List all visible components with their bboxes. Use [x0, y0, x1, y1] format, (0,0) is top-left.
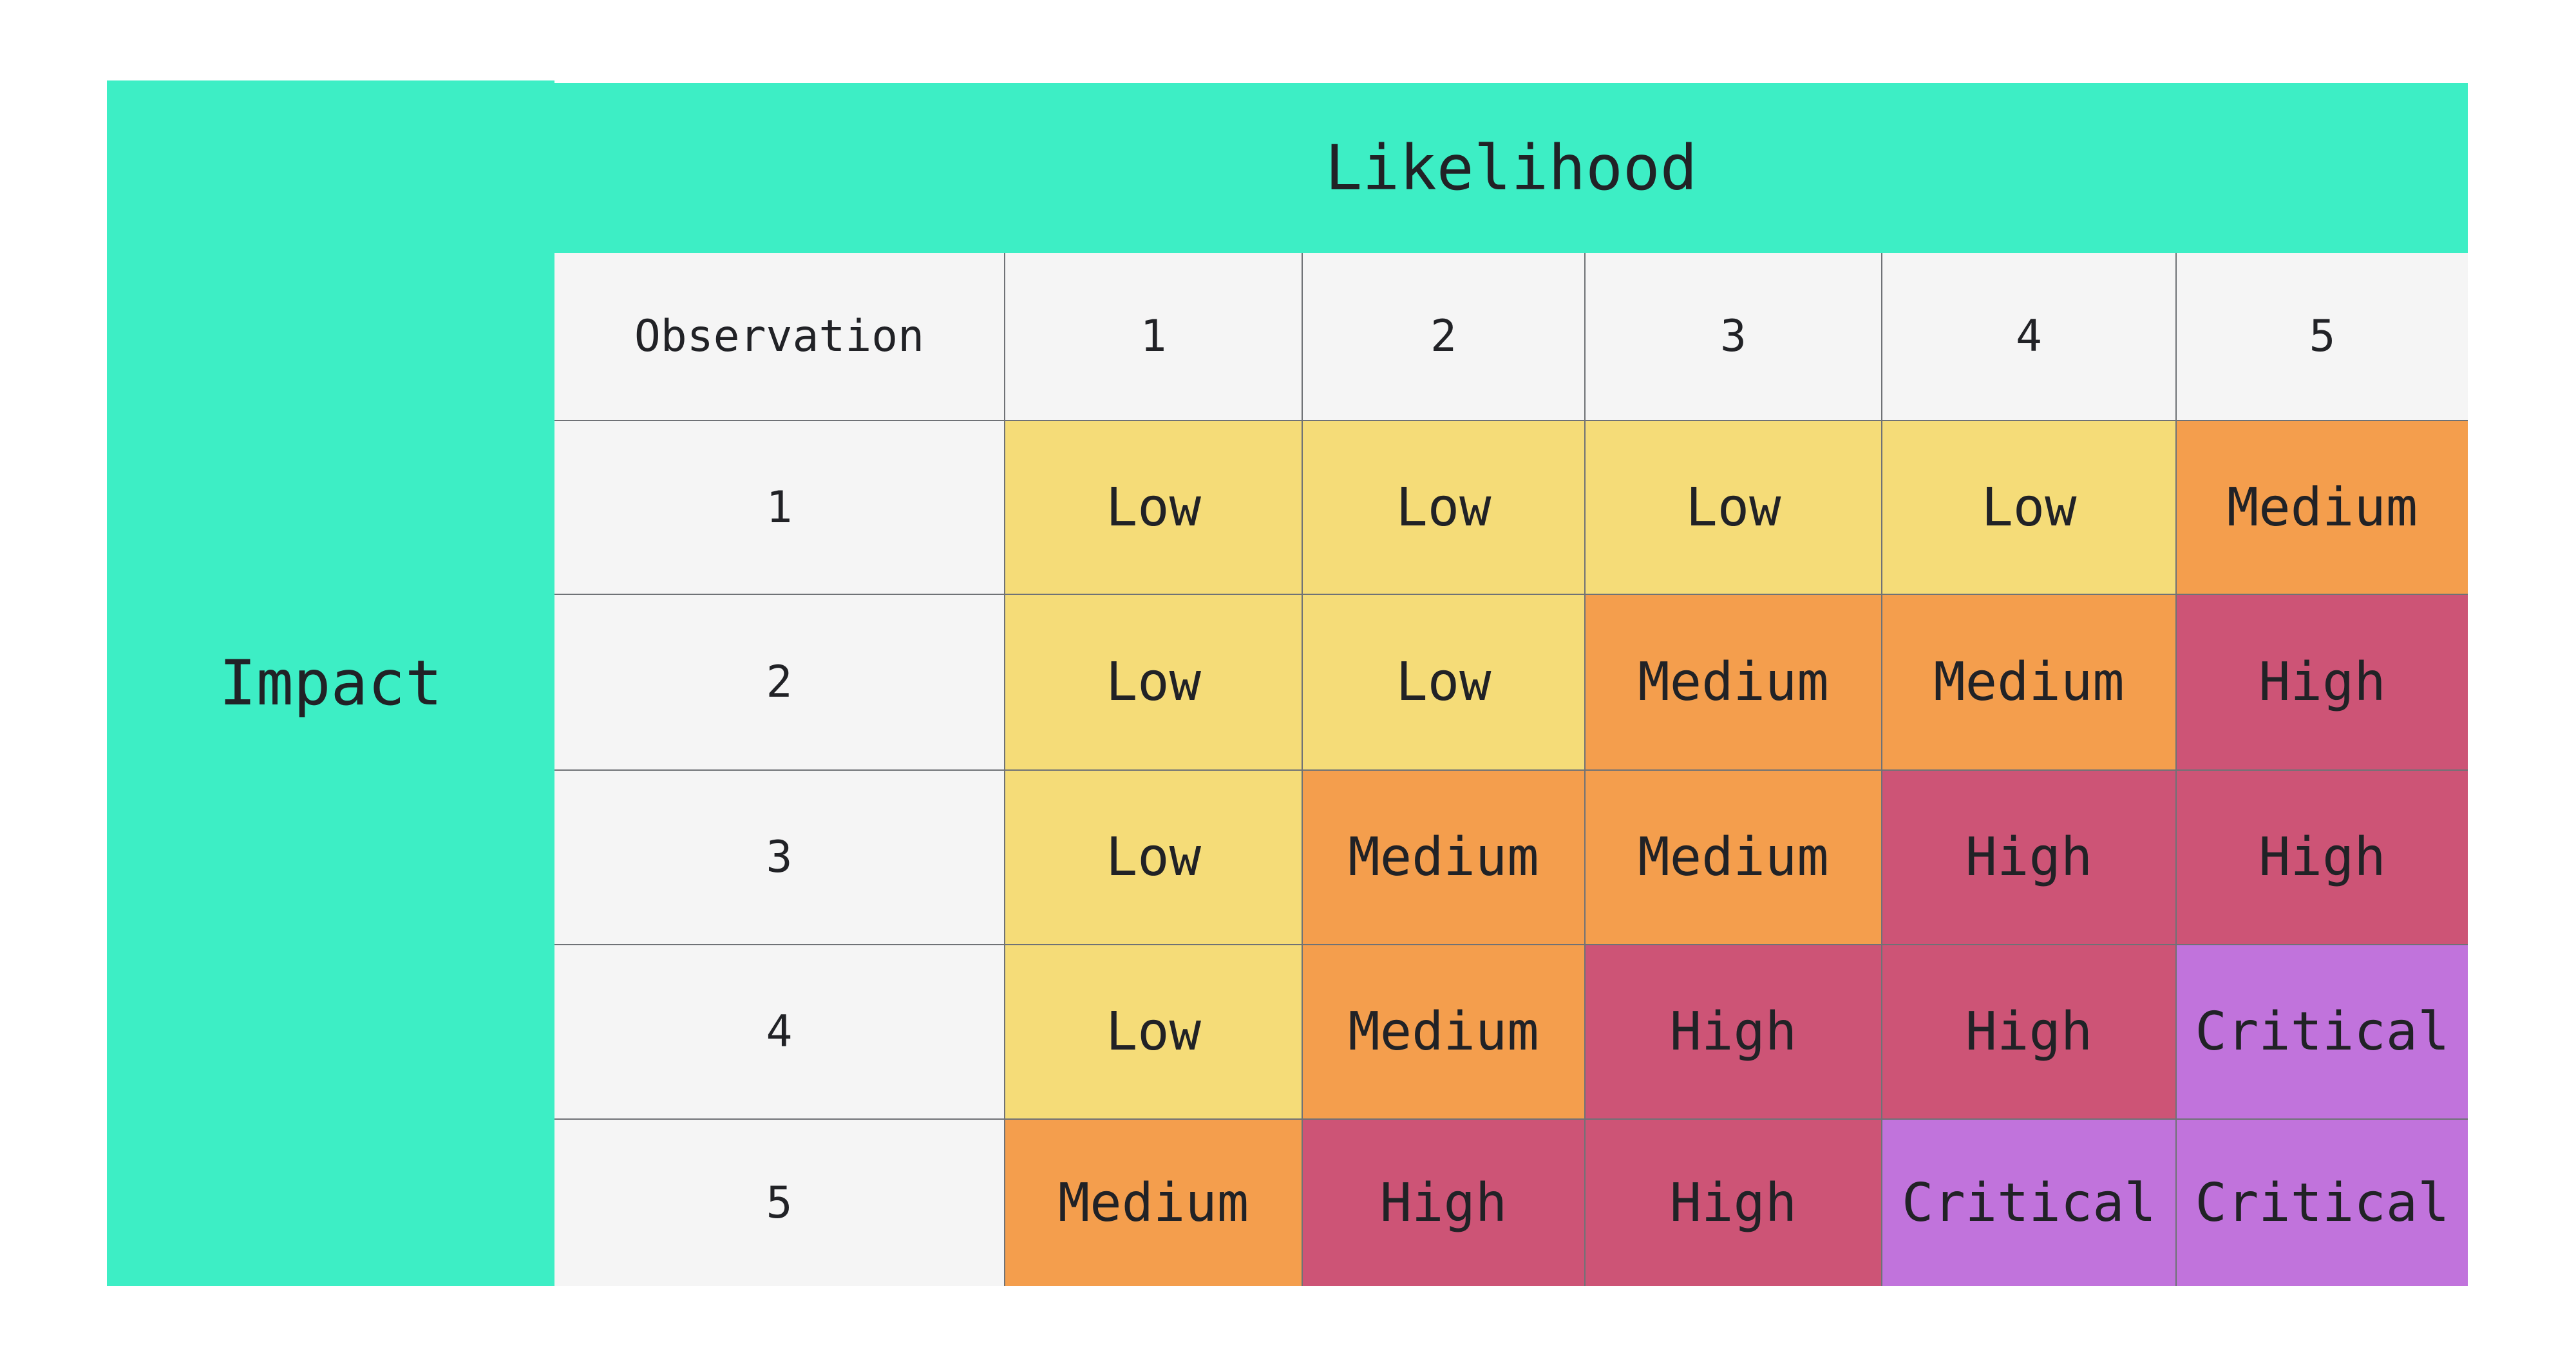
- risk-cell-low: Low: [1005, 771, 1303, 945]
- risk-cell-low: Low: [1586, 421, 1882, 595]
- impact-level-label: 5: [554, 1120, 1005, 1286]
- impact-axis-label: Impact: [107, 80, 554, 1286]
- risk-cell-high: High: [1882, 945, 2177, 1120]
- impact-level-label: 3: [554, 771, 1005, 945]
- risk-cell-medium: Medium: [1586, 595, 1882, 771]
- risk-cell-high: High: [1586, 945, 1882, 1120]
- risk-cell-high: High: [1586, 1120, 1882, 1286]
- risk-cell-medium: Medium: [1005, 1120, 1303, 1286]
- risk-cell-low: Low: [1005, 945, 1303, 1120]
- risk-cell-critical: Critical: [1882, 1120, 2177, 1286]
- risk-cell-low: Low: [1303, 421, 1586, 595]
- risk-cell-high: High: [2177, 771, 2468, 945]
- risk-cell-medium: Medium: [1303, 771, 1586, 945]
- risk-cell-low: Low: [1882, 421, 2177, 595]
- risk-cell-medium: Medium: [1882, 595, 2177, 771]
- risk-cell-low: Low: [1303, 595, 1586, 771]
- likelihood-level-header: 2: [1303, 253, 1586, 421]
- impact-level-label: 4: [554, 945, 1005, 1120]
- risk-cell-critical: Critical: [2177, 1120, 2468, 1286]
- observation-column-header: Observation: [554, 253, 1005, 421]
- risk-cell-low: Low: [1005, 421, 1303, 595]
- risk-cell-medium: Medium: [1303, 945, 1586, 1120]
- risk-cell-high: High: [1882, 771, 2177, 945]
- likelihood-level-header: 5: [2177, 253, 2468, 421]
- risk-cell-high: High: [2177, 595, 2468, 771]
- risk-cell-low: Low: [1005, 595, 1303, 771]
- likelihood-level-header: 3: [1586, 253, 1882, 421]
- likelihood-level-header: 1: [1005, 253, 1303, 421]
- impact-level-label: 2: [554, 595, 1005, 771]
- risk-cell-medium: Medium: [2177, 421, 2468, 595]
- impact-level-label: 1: [554, 421, 1005, 595]
- likelihood-axis-label: Likelihood: [554, 80, 2468, 253]
- risk-cell-high: High: [1303, 1120, 1586, 1286]
- risk-cell-medium: Medium: [1586, 771, 1882, 945]
- risk-cell-critical: Critical: [2177, 945, 2468, 1120]
- likelihood-level-header: 4: [1882, 253, 2177, 421]
